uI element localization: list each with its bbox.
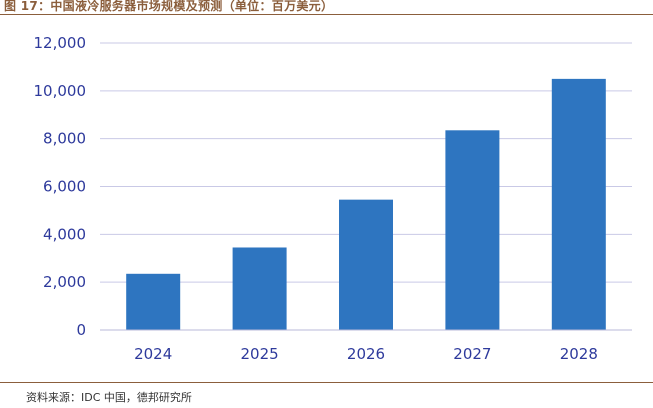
bar <box>551 78 606 330</box>
y-tick-label: 0 <box>76 321 86 339</box>
title-rule <box>0 14 653 15</box>
bar <box>445 130 500 330</box>
source-note: 资料来源：IDC 中国，德邦研究所 <box>26 391 192 404</box>
bar <box>126 273 181 330</box>
x-tick-label: 2026 <box>347 345 385 363</box>
y-tick-label: 10,000 <box>34 82 87 100</box>
x-tick-label: 2024 <box>134 345 172 363</box>
bar <box>232 247 287 330</box>
figure-title: 图 17：中国液冷服务器市场规模及预测（单位：百万美元） <box>4 0 334 13</box>
x-tick-label: 2027 <box>453 345 491 363</box>
x-tick-label: 2025 <box>241 345 279 363</box>
y-tick-label: 6,000 <box>43 178 86 196</box>
y-tick-label: 2,000 <box>43 273 86 291</box>
y-tick-label: 4,000 <box>43 225 86 243</box>
source-rule <box>0 382 653 383</box>
x-tick-label: 2028 <box>560 345 598 363</box>
y-tick-label: 8,000 <box>43 130 86 148</box>
y-tick-label: 12,000 <box>34 34 87 52</box>
bar <box>339 199 393 330</box>
